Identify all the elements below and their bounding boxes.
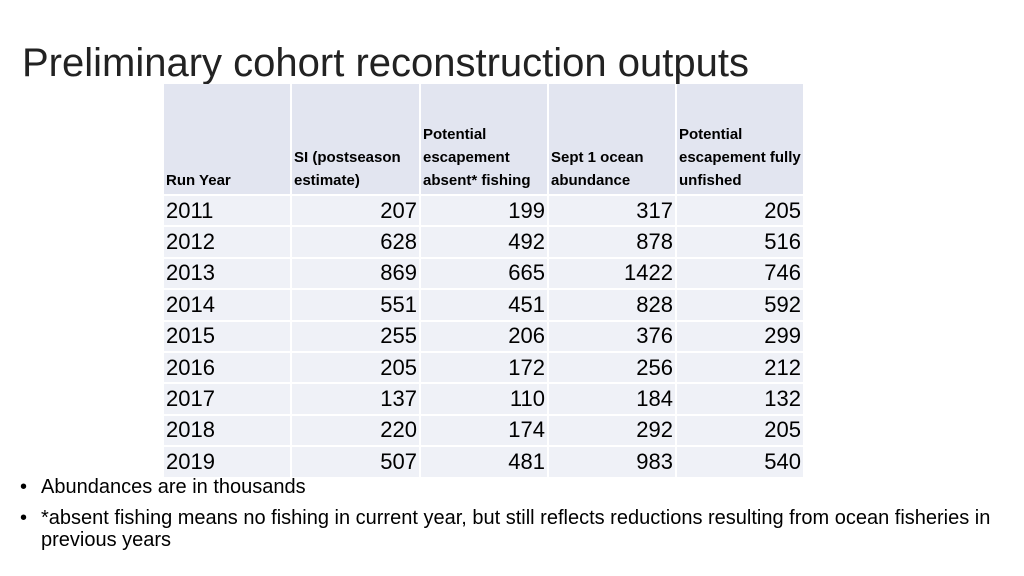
cell-run-year: 2013 <box>164 258 292 291</box>
cell-sept1-ocean-abundance: 376 <box>549 321 677 353</box>
table-row: 2018 220 174 292 205 <box>164 415 805 448</box>
bullet-icon: • <box>20 476 28 498</box>
cell-si-postseason: 137 <box>292 384 421 416</box>
cell-escapement-fully-unfished: 299 <box>677 321 805 353</box>
cell-escapement-absent-fishing: 174 <box>421 415 549 448</box>
cell-escapement-absent-fishing: 481 <box>421 447 549 479</box>
note-text: Abundances are in thousands <box>41 476 306 498</box>
table-row: 2015 255 206 376 299 <box>164 321 805 353</box>
bullet-icon: • <box>20 507 28 529</box>
cell-si-postseason: 255 <box>292 321 421 353</box>
notes-list: • Abundances are in thousands • *absent … <box>20 476 1010 560</box>
cell-run-year: 2016 <box>164 352 292 385</box>
cell-si-postseason: 220 <box>292 415 421 448</box>
header-escapement-absent-fishing: Potential escapement absent* fishing <box>421 84 549 196</box>
table-body: 2011 207 199 317 205 2012 628 492 878 516 2013 869 6… <box>164 196 805 479</box>
note-item: • *absent fishing means no fishing in cu… <box>20 507 1010 551</box>
table-row: 2017 137 110 184 132 <box>164 384 805 416</box>
cell-escapement-fully-unfished: 132 <box>677 384 805 416</box>
cell-escapement-absent-fishing: 492 <box>421 227 549 259</box>
cohort-table: Run Year SI (postseason estimate) Potent… <box>164 84 805 479</box>
cell-sept1-ocean-abundance: 317 <box>549 196 677 228</box>
cell-si-postseason: 205 <box>292 352 421 385</box>
slide-title: Preliminary cohort reconstruction output… <box>22 41 749 85</box>
cell-run-year: 2014 <box>164 290 292 322</box>
table-row: 2011 207 199 317 205 <box>164 196 805 228</box>
table-row: 2014 551 451 828 592 <box>164 290 805 322</box>
cell-run-year: 2019 <box>164 447 292 479</box>
cell-si-postseason: 551 <box>292 290 421 322</box>
header-si-postseason: SI (postseason estimate) <box>292 84 421 196</box>
cell-sept1-ocean-abundance: 983 <box>549 447 677 479</box>
cell-escapement-fully-unfished: 592 <box>677 290 805 322</box>
cell-escapement-absent-fishing: 110 <box>421 384 549 416</box>
cell-sept1-ocean-abundance: 878 <box>549 227 677 259</box>
table-row: 2013 869 665 1422 746 <box>164 258 805 291</box>
cell-run-year: 2012 <box>164 227 292 259</box>
cell-escapement-fully-unfished: 212 <box>677 352 805 385</box>
cell-escapement-absent-fishing: 665 <box>421 258 549 291</box>
cell-escapement-absent-fishing: 451 <box>421 290 549 322</box>
cell-run-year: 2018 <box>164 415 292 448</box>
header-sept1-ocean-abundance: Sept 1 ocean abundance <box>549 84 677 196</box>
table-row: 2019 507 481 983 540 <box>164 447 805 479</box>
note-item: • Abundances are in thousands <box>20 476 1010 498</box>
cell-escapement-fully-unfished: 205 <box>677 196 805 228</box>
cell-run-year: 2011 <box>164 196 292 228</box>
cell-escapement-absent-fishing: 206 <box>421 321 549 353</box>
table-row: 2016 205 172 256 212 <box>164 352 805 385</box>
cell-si-postseason: 869 <box>292 258 421 291</box>
cell-sept1-ocean-abundance: 828 <box>549 290 677 322</box>
header-escapement-fully-unfished: Potential escapement fully unfished <box>677 84 805 196</box>
cell-sept1-ocean-abundance: 292 <box>549 415 677 448</box>
cell-escapement-fully-unfished: 540 <box>677 447 805 479</box>
cell-sept1-ocean-abundance: 184 <box>549 384 677 416</box>
cell-run-year: 2015 <box>164 321 292 353</box>
cell-escapement-absent-fishing: 172 <box>421 352 549 385</box>
cell-si-postseason: 507 <box>292 447 421 479</box>
cell-escapement-fully-unfished: 516 <box>677 227 805 259</box>
cell-escapement-absent-fishing: 199 <box>421 196 549 228</box>
cell-sept1-ocean-abundance: 1422 <box>549 258 677 291</box>
note-text: *absent fishing means no fishing in curr… <box>41 507 991 551</box>
cell-run-year: 2017 <box>164 384 292 416</box>
cell-sept1-ocean-abundance: 256 <box>549 352 677 385</box>
cell-escapement-fully-unfished: 746 <box>677 258 805 291</box>
table-header-row: Run Year SI (postseason estimate) Potent… <box>164 84 805 196</box>
cell-si-postseason: 207 <box>292 196 421 228</box>
cell-si-postseason: 628 <box>292 227 421 259</box>
header-run-year: Run Year <box>164 84 292 196</box>
table-row: 2012 628 492 878 516 <box>164 227 805 259</box>
cell-escapement-fully-unfished: 205 <box>677 415 805 448</box>
